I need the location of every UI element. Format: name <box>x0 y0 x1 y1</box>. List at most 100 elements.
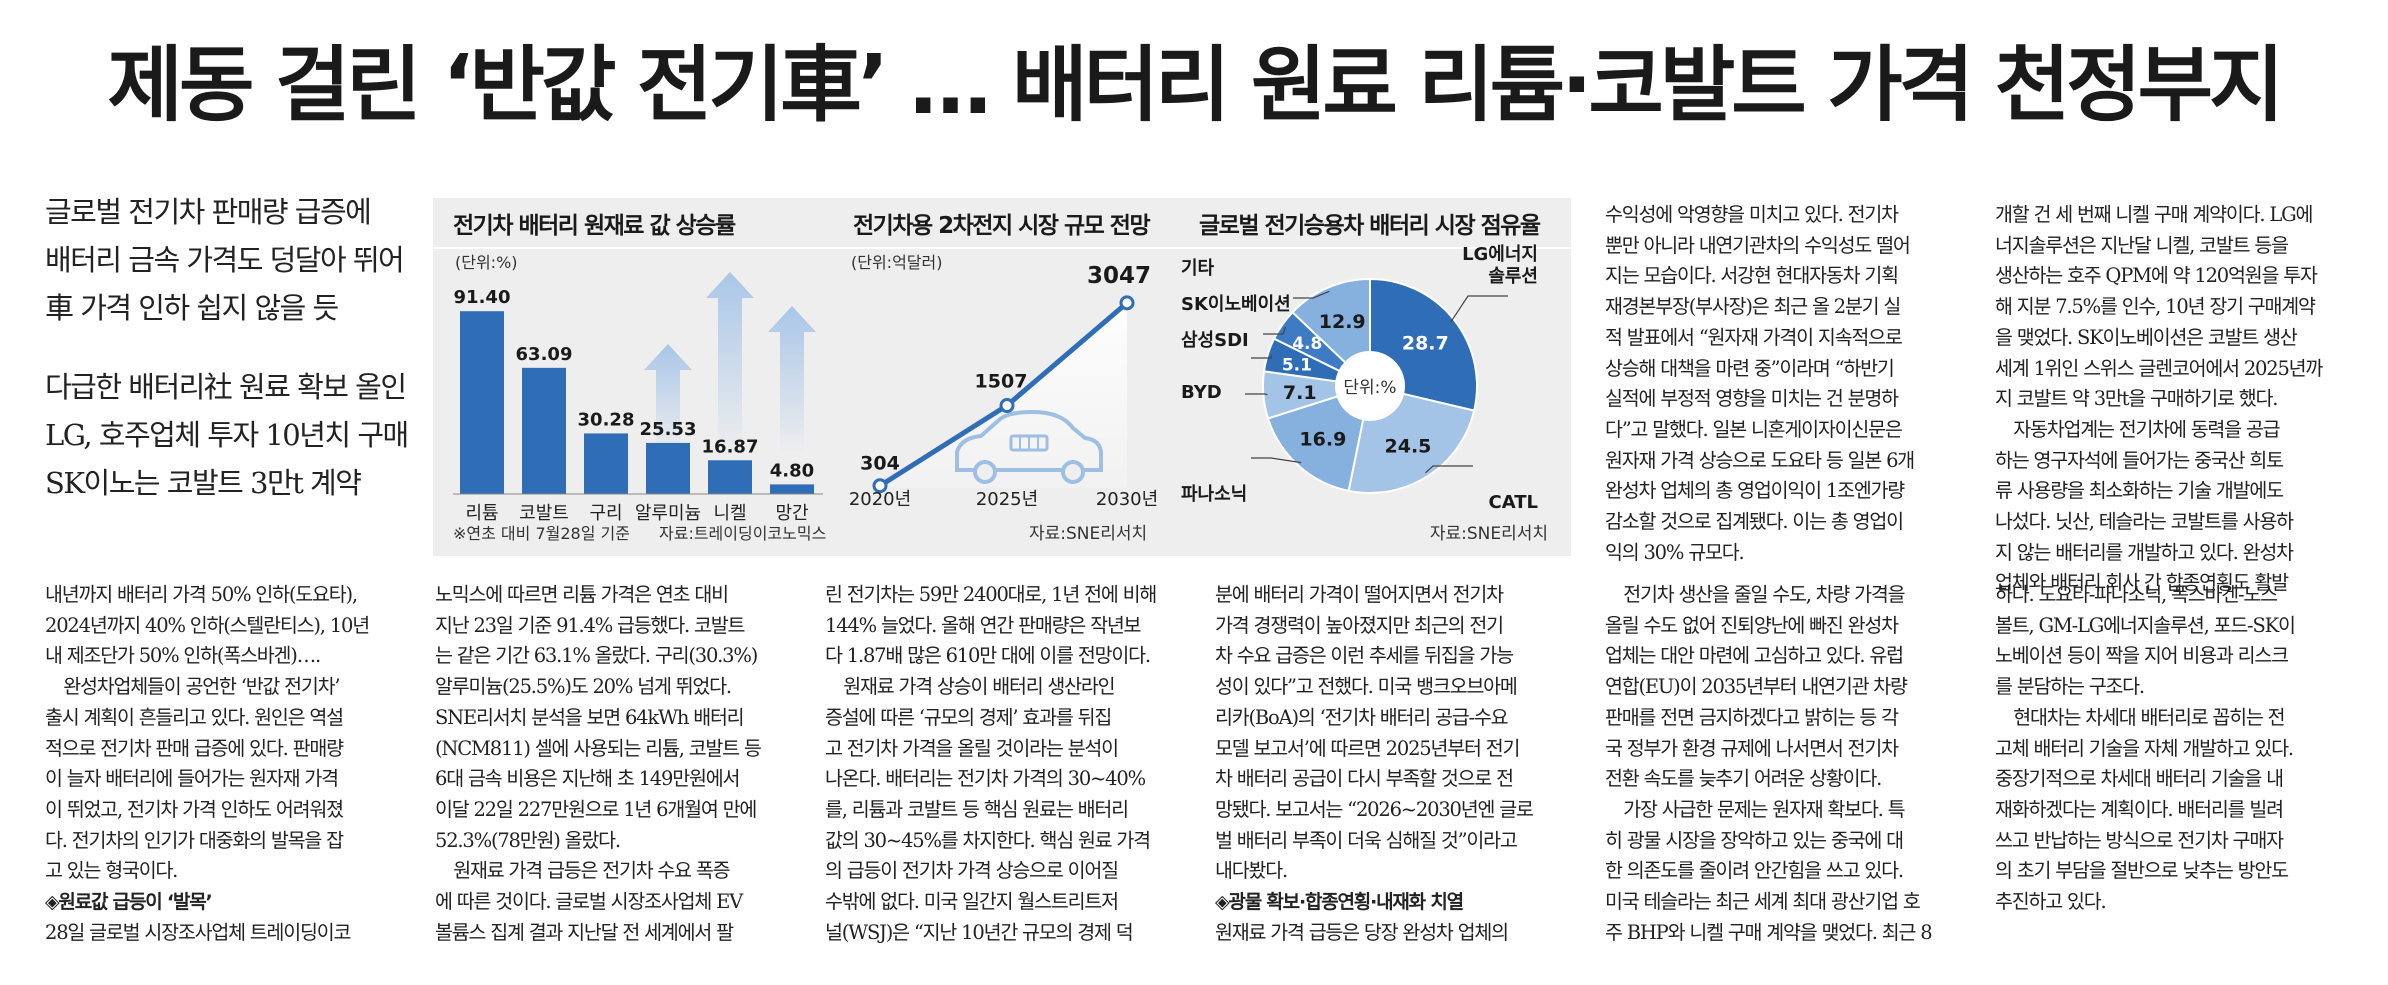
bar <box>708 460 752 494</box>
text-line: 분에 배터리 가격이 떨어지면서 전기차 <box>1215 583 1504 606</box>
data-point <box>872 478 888 494</box>
text-line: 류 사용량을 최소화하는 기술 개발에도 <box>1995 479 2284 503</box>
text-line: 가격 경쟁력이 높아졌지만 최근의 전기 <box>1215 613 1504 637</box>
text-line: 원재료 가격 급등은 당장 완성차 업체의 <box>1215 920 1509 944</box>
text-line: 값의 30~45%를 차지한다. 핵심 원료 가격 <box>825 828 1151 852</box>
slice-value-label: 5.1 <box>1282 356 1312 376</box>
bar-value-label: 16.87 <box>702 436 759 457</box>
text-line: 을 맺었다. SK이노베이션은 코발트 생산 <box>1995 325 2298 349</box>
text-line: 볼트, GM-LG에너지솔루션, 포드-SK이 <box>1995 613 2296 637</box>
text-line: 전환 속도를 늦추기 어려운 상황이다. <box>1605 767 1882 791</box>
leader-line <box>1251 355 1273 359</box>
text-line: 의 초기 부담을 절반으로 낮추는 방안도 <box>1995 859 2289 883</box>
rising-arrow <box>706 272 754 454</box>
rising-arrow <box>644 344 692 454</box>
text-line: (NCM811) 셀에 사용되는 리튬, 코발트 등 <box>435 736 762 760</box>
text-line: 올릴 수도 없어 진퇴양난에 빠진 완성차 <box>1605 613 1899 637</box>
body-column-upper-2: 개할 건 세 번째 니켈 구매 계약이다. LG에 너지솔루션은 지난달 니켈, … <box>1995 200 2365 599</box>
pie-chart-title: 글로벌 전기승용차 배터리 시장 점유율 <box>1199 213 1541 239</box>
text-line: 노베이션 등이 짝을 지어 비용과 리스크 <box>1995 644 2289 668</box>
text-line: 지 않는 배터리를 개발하고 있다. 완성차 <box>1995 540 2294 564</box>
text-line: 린 전기차는 59만 2400대로, 1년 전에 비해 <box>825 583 1157 606</box>
data-point <box>999 398 1015 414</box>
donut-hole <box>1337 353 1403 419</box>
text-line: 2024년까지 40% 인하(스텔란티스), 10년 <box>45 613 370 637</box>
text-line: 의 급등이 전기차 가격 상승으로 이어질 <box>825 859 1119 883</box>
text-line: 다. 전기차의 인기가 대중화의 발목을 잡 <box>45 828 344 852</box>
bar-category-label: 니켈 <box>713 503 746 524</box>
subhead-1: 글로벌 전기차 판매량 급증에 배터리 금속 가격도 덩달아 뛰어 車 가격 인… <box>45 188 405 332</box>
infographic: 전기차 배터리 원재료 값 상승률 전기차용 2차전지 시장 규모 전망 글로벌… <box>433 198 1571 556</box>
body-column-6: 하다. 도요타-파나소닉, 폭스바겐-노스 볼트, GM-LG에너지솔루션, 포드… <box>1995 580 2365 918</box>
bar-value-label: 4.80 <box>770 460 814 481</box>
slice-name-label: LG에너지 <box>1462 244 1538 265</box>
text-line: 이 늘자 배터리에 들어가는 원자재 가격 <box>45 767 339 791</box>
text-line: 이 뛰었고, 전기차 가격 인하도 어려워졌 <box>45 797 344 821</box>
line-chart: 304 2020년 1507 2025년 3047 2030년 <box>849 263 1158 510</box>
slice-value-label: 28.7 <box>1402 332 1449 354</box>
text-line: 다 1.87배 많은 610만 대에 이를 전망이다. <box>825 644 1151 668</box>
leader-line <box>1450 295 1508 323</box>
text-line: 출시 계획이 흔들리고 있다. 원인은 역설 <box>45 705 344 729</box>
text-line: 자동차업계는 전기차에 동력을 공급 <box>1995 417 2280 441</box>
text-line: 연합(EU)이 2035년부터 내연기관 차량 <box>1605 675 1908 699</box>
text-line: 원재료 가격 급등은 전기차 수요 폭증 <box>435 859 730 883</box>
text-line: 전기차 생산을 줄일 수도, 차량 가격을 <box>1605 583 1905 606</box>
section-heading: ◈원료값 급등이 ‘발목’ <box>45 891 213 914</box>
text-line: 증설에 따른 ‘규모의 경제’ 효과를 뒤집 <box>825 705 1112 729</box>
text-line: 노믹스에 따르면 리튬 가격은 연초 대비 <box>435 583 729 606</box>
subhead-2: 다급한 배터리社 원료 확보 올인 LG, 호주업체 투자 10년치 구매 SK… <box>45 363 409 507</box>
subhead-line: 글로벌 전기차 판매량 급증에 <box>45 195 372 229</box>
text-line: 지 코발트 약 3만t을 구매하기로 했다. <box>1995 387 2278 411</box>
bar-chart-note: ※연초 대비 7월28일 기준 <box>453 524 630 543</box>
text-line: SNE리서치 분석을 보면 64kWh 배터리 <box>435 705 745 729</box>
text-line: 볼륨스 집계 결과 지난달 전 세계에서 팔 <box>435 920 734 944</box>
body-column-upper-1: 수익성에 악영향을 미치고 있다. 전기차 뿐만 아니라 내연기관차의 수익성도 … <box>1605 200 1975 568</box>
pie-slice <box>1347 392 1476 494</box>
text-line: 널(WSJ)은 “지난 10년간 규모의 경제 덕 <box>825 920 1134 944</box>
text-line: 주 BHP와 니켈 구매 계약을 맺었다. 최근 8 <box>1605 920 1933 944</box>
text-line: 52.3%(78만원) 올랐다. <box>435 828 621 852</box>
bar <box>770 484 814 494</box>
slice-name-label: CATL <box>1489 492 1539 513</box>
text-line: 144% 늘었다. 올해 연간 판매량은 작년보 <box>825 613 1142 637</box>
leader-line <box>1245 393 1268 396</box>
text-line: 쓰고 반납하는 방식으로 전기차 구매자 <box>1995 828 2284 852</box>
point-value-label: 3047 <box>1087 263 1151 289</box>
text-line: 는 같은 기간 63.1% 올랐다. 구리(30.3%) <box>435 644 758 668</box>
text-line: 를, 리튬과 코발트 등 핵심 원료는 배터리 <box>825 797 1129 821</box>
bar-category-label: 코발트 <box>519 503 569 524</box>
text-line: 고체 배터리 기술을 자체 개발하고 있다. <box>1995 736 2294 760</box>
x-tick-label: 2020년 <box>849 489 911 510</box>
bar-value-label: 91.40 <box>454 287 511 308</box>
leader-line <box>1251 457 1302 464</box>
subhead-line: 車 가격 인하 쉽지 않을 듯 <box>45 291 339 325</box>
text-line: 나온다. 배터리는 전기차 가격의 30~40% <box>825 767 1146 791</box>
data-point <box>1119 295 1135 311</box>
text-line: 생산하는 호주 QPM에 약 120억원을 투자 <box>1995 264 2318 288</box>
text-line: 차 배터리 공급이 다시 부족할 것으로 전 <box>1215 767 1514 791</box>
bar-value-label: 30.28 <box>578 409 635 430</box>
text-line: 이달 22일 227만원으로 1년 6개월여 만에 <box>435 797 757 821</box>
line-chart-source: 자료:SNE리서치 <box>1029 524 1147 544</box>
slice-value-label: 16.9 <box>1299 428 1346 450</box>
text-line: 완성차 업체의 총 영업이익이 1조엔가량 <box>1605 479 1905 503</box>
bar-chart-source: 자료:트레이딩이코노믹스 <box>659 524 826 543</box>
text-line: 현대차는 차세대 배터리로 꼽히는 전 <box>1995 705 2285 729</box>
text-line: 지난 23일 기준 91.4% 급등했다. 코발트 <box>435 613 745 637</box>
text-line: 성이 있다”고 전했다. 미국 뱅크오브아메 <box>1215 675 1518 699</box>
text-line: 업체와 배터리 회사 간 합종연횡도 활발 <box>1995 571 2289 595</box>
text-line: 내다봤다. <box>1215 859 1288 883</box>
text-line: 지는 모습이다. 서강현 현대자동차 기획 <box>1605 264 1899 288</box>
text-line: 6대 금속 비용은 지난해 초 149만원에서 <box>435 767 740 791</box>
bar-value-label: 25.53 <box>640 419 697 440</box>
text-line: 감소할 것으로 집계됐다. 이는 총 영업이 <box>1605 510 1904 534</box>
slice-name-label: 삼성SDI <box>1181 330 1249 351</box>
text-line: 익의 30% 규모다. <box>1605 540 1745 564</box>
text-line: 실적에 부정적 영향을 미치는 건 분명하 <box>1605 387 1899 411</box>
slice-value-label: 12.9 <box>1319 311 1366 333</box>
slice-name-label: 파나소닉 <box>1181 484 1247 505</box>
pie-slice <box>1369 277 1478 412</box>
